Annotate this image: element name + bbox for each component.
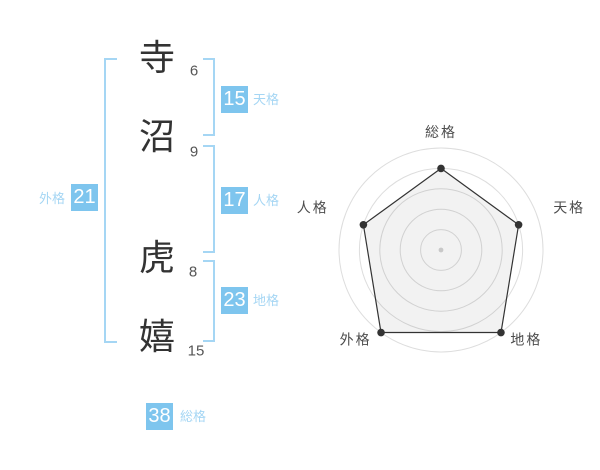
soukaku-value-badge: 38 — [146, 403, 173, 430]
gaikaku-bracket — [104, 58, 117, 343]
gaikaku-label: 外格 — [39, 191, 66, 206]
jinkaku-value-badge: 17 — [221, 187, 248, 214]
soukaku-label: 総格 — [180, 409, 207, 424]
svg-text:地格: 地格 — [510, 331, 542, 347]
svg-text:天格: 天格 — [553, 199, 585, 215]
stroke-count: 9 — [189, 143, 199, 161]
tenkaku-label: 天格 — [253, 92, 280, 107]
tenkaku-value-badge: 15 — [221, 86, 248, 113]
svg-text:外格: 外格 — [340, 331, 372, 347]
chikaku-label: 地格 — [253, 293, 280, 308]
svg-text:人格: 人格 — [297, 199, 329, 215]
stroke-count: 6 — [189, 62, 199, 80]
jinkaku-bracket — [203, 145, 215, 253]
gaikaku-value-badge: 21 — [71, 184, 98, 211]
stroke-count: 15 — [187, 342, 205, 360]
name-character: 虎 — [138, 237, 176, 278]
stroke-count: 8 — [188, 263, 198, 281]
chikaku-value-badge: 23 — [221, 287, 248, 314]
chikaku-bracket — [203, 260, 215, 342]
jinkaku-label: 人格 — [253, 193, 280, 208]
name-character: 嬉 — [138, 316, 176, 357]
svg-text:総格: 総格 — [425, 124, 457, 140]
name-character: 沼 — [138, 116, 176, 157]
tenkaku-bracket — [203, 58, 215, 136]
name-character: 寺 — [138, 37, 176, 78]
